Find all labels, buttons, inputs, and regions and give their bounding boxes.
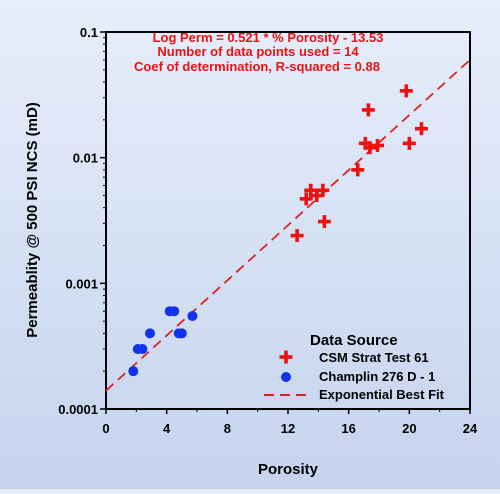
best-fit-line [105,59,471,392]
point-csm [358,136,372,150]
point-champlin [169,306,180,317]
point-champlin [137,344,148,355]
point-champlin [144,328,155,339]
point-csm [304,183,318,197]
legend-title: Data Source [310,332,398,349]
x-tick-label: 24 [463,421,478,436]
annotation-block: Log Perm = 0.521 * % Porosity - 13.53 Nu… [134,30,383,74]
point-csm [399,84,413,98]
annotation-count: Number of data points used = 14 [157,44,359,59]
axis-ticks: 0 4 8 12 16 20 24 0.0001 0.001 0.01 0.1 [58,25,478,436]
point-champlin [187,310,198,321]
x-tick-label: 8 [224,421,231,436]
y-tick-label: 0.001 [65,276,98,291]
legend-marker-csm [279,350,293,364]
y-axis-label: Permeablity @ 500 PSI NCS (mD) [24,102,41,338]
point-csm [363,141,377,155]
x-tick-label: 4 [163,421,171,436]
fit-line-layer [105,59,471,392]
x-axis-label: Porosity [258,461,319,478]
point-csm [310,188,324,202]
point-csm [414,122,428,136]
x-tick-label: 16 [341,421,355,436]
point-champlin [128,366,139,377]
point-csm [317,215,331,229]
legend-label-fit: Exponential Best Fit [319,387,445,402]
point-champlin [176,328,187,339]
point-csm [316,183,330,197]
point-csm [299,192,313,206]
annotation-r-squared: Coef of determination, R-squared = 0.88 [134,59,380,74]
y-tick-label: 0.01 [73,151,98,166]
legend-label-csm: CSM Strat Test 61 [319,350,429,365]
x-tick-label: 0 [102,421,109,436]
legend-marker-champlin [281,372,291,382]
x-tick-label: 20 [402,421,416,436]
y-tick-label: 0.0001 [58,402,98,417]
point-csm [361,103,375,117]
x-tick-label: 12 [281,421,295,436]
legend-plus-glyph [279,350,293,364]
legend-label-champlin: Champlin 276 D - 1 [319,369,435,384]
y-tick-label: 0.1 [80,25,98,40]
data-points [128,84,428,377]
legend: Data Source CSM Strat Test 61 Champlin 2… [264,332,445,402]
point-csm [290,229,304,243]
point-csm [351,163,365,177]
annotation-equation: Log Perm = 0.521 * % Porosity - 13.53 [153,30,384,45]
point-csm [370,138,384,152]
point-csm [402,136,416,150]
